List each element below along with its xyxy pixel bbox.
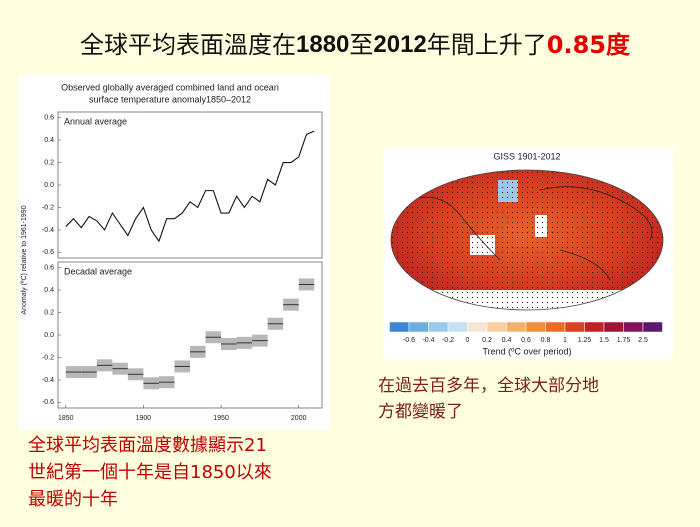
colorbar-swatch bbox=[428, 321, 449, 333]
y-tick-label: -0.6 bbox=[42, 399, 54, 406]
colorbar-tick-label: 1.75 bbox=[617, 337, 631, 344]
caption: 世紀第一個十年是自1850以來 bbox=[28, 462, 272, 483]
panel-title: Decadal average bbox=[64, 266, 132, 276]
y-tick-label: -0.2 bbox=[42, 204, 54, 211]
caption: 在過去百多年，全球大部分地 bbox=[378, 376, 599, 396]
colorbar-swatch bbox=[584, 321, 605, 333]
colorbar-swatch bbox=[408, 321, 429, 333]
title-part: 年間上升了 bbox=[427, 31, 547, 59]
colorbar-tick-label: 1.5 bbox=[599, 337, 609, 344]
map-outline bbox=[390, 169, 664, 311]
y-tick-label: -0.6 bbox=[42, 249, 54, 256]
title-highlight: 0.85度 bbox=[547, 31, 631, 59]
x-tick-label: 1850 bbox=[58, 415, 74, 422]
x-tick-label: 2000 bbox=[291, 415, 307, 422]
y-tick-label: 0.0 bbox=[44, 182, 54, 189]
title-part: 2012 bbox=[373, 31, 426, 58]
annual-line bbox=[65, 130, 315, 243]
x-tick-label: 1950 bbox=[213, 415, 229, 422]
y-tick-label: -0.4 bbox=[42, 227, 54, 234]
y-tick-label: 0.6 bbox=[44, 264, 54, 271]
colorbar-tick-label: 0.8 bbox=[541, 337, 551, 344]
colorbar-tick-label: 1 bbox=[563, 337, 567, 344]
title-part: 1880 bbox=[296, 31, 349, 58]
colorbar-label: Trend (ºC over period) bbox=[483, 346, 572, 356]
y-tick-label: 0.6 bbox=[44, 114, 54, 121]
y-tick-label: 0.2 bbox=[44, 309, 54, 316]
colorbar-tick-label: -0.2 bbox=[442, 337, 454, 344]
caption: 最暖的十年 bbox=[28, 489, 118, 510]
title-part: 至 bbox=[349, 31, 373, 59]
colorbar-swatch bbox=[486, 321, 507, 333]
y-tick-label: -0.2 bbox=[42, 354, 54, 361]
colorbar-tick-label: 0 bbox=[466, 337, 470, 344]
x-tick-label: 1900 bbox=[136, 415, 152, 422]
caption: 方都變暖了 bbox=[378, 402, 463, 422]
y-tick-label: -0.4 bbox=[42, 377, 54, 384]
colorbar-tick-label: 0.6 bbox=[521, 337, 531, 344]
caption: 全球平均表面溫度數據顯示21 bbox=[28, 435, 267, 456]
figure-title: Observed globally averaged combined land… bbox=[61, 82, 279, 92]
colorbar-swatch bbox=[506, 321, 527, 333]
y-axis-label: Anomaly (ºC) relative to 1961-1990 bbox=[21, 205, 28, 314]
y-tick-label: 0.4 bbox=[44, 137, 54, 144]
y-tick-label: 0.0 bbox=[44, 332, 54, 339]
colorbar-tick-label: -0.6 bbox=[403, 337, 415, 344]
colorbar-tick-label: 2.5 bbox=[638, 337, 648, 344]
colorbar-tick-label: -0.4 bbox=[422, 337, 434, 344]
y-tick-label: 0.4 bbox=[44, 287, 54, 294]
colorbar-swatch bbox=[467, 321, 488, 333]
colorbar-swatch bbox=[642, 321, 663, 333]
colorbar-tick-label: 0.4 bbox=[502, 337, 512, 344]
figure-title: surface temperature anomaly1850–2012 bbox=[89, 94, 251, 104]
colorbar-tick-label: 1.25 bbox=[578, 337, 592, 344]
colorbar-swatch bbox=[623, 321, 644, 333]
colorbar-swatch bbox=[447, 321, 468, 333]
colorbar-swatch bbox=[525, 321, 546, 333]
colorbar-swatch bbox=[564, 321, 585, 333]
title-part: 全球平均表面溫度在 bbox=[80, 31, 296, 59]
colorbar-swatch bbox=[545, 321, 566, 333]
colorbar-swatch bbox=[389, 321, 410, 333]
y-tick-label: 0.2 bbox=[44, 159, 54, 166]
colorbar-swatch bbox=[603, 321, 624, 333]
panel-title: Annual average bbox=[64, 116, 127, 126]
colorbar-tick-label: 0.2 bbox=[482, 337, 492, 344]
slide-title: 全球平均表面溫度在1880至2012年間上升了0.85度 bbox=[80, 31, 631, 59]
map-title: GISS 1901-2012 bbox=[493, 151, 560, 161]
